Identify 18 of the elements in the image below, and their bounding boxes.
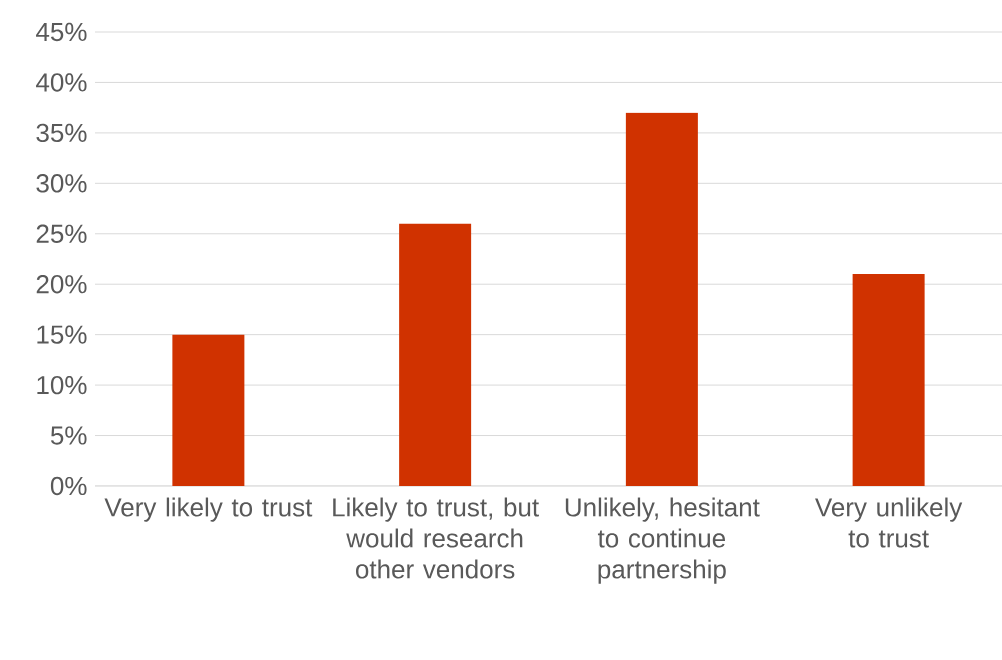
- y-tick-label: 25%: [36, 224, 87, 243]
- bar: [852, 274, 925, 486]
- y-tick-label: 0%: [50, 476, 87, 496]
- bar: [625, 112, 698, 486]
- x-tick-label: Very likely to trust: [104, 497, 313, 522]
- bar: [399, 223, 472, 486]
- y-tick-label: 5%: [50, 426, 87, 445]
- y-tick-label: 10%: [37, 375, 87, 395]
- x-tick-label: Unlikely, hesitant to continue partnership: [565, 497, 760, 584]
- y-tick-label: 40%: [36, 73, 87, 92]
- y-tick-label: 20%: [36, 275, 87, 294]
- x-tick-label: Very unlikely to trust: [815, 497, 963, 548]
- y-tick-label: 15%: [37, 325, 87, 344]
- bar: [172, 334, 245, 486]
- x-tick-label: Likely to trust, but would research other vendors: [333, 497, 539, 579]
- y-tick-label: 35%: [36, 123, 87, 143]
- y-tick-label: 30%: [36, 174, 87, 193]
- y-tick-label: 45%: [36, 22, 87, 42]
